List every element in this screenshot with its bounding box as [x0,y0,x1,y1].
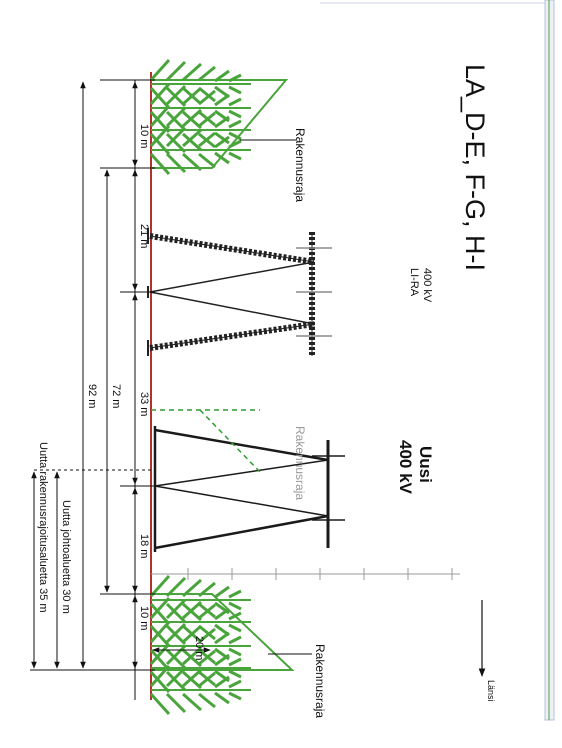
existing-line-name: LI-RA [408,268,420,297]
building-limit-label-bottom: Rakennusraja [313,644,327,718]
forest-top [149,58,289,176]
total-92: 92 m [86,384,98,408]
segment-forest-right: 10 m [138,606,150,630]
new-tower [151,409,345,552]
diagram-title: LA_D-E, F-G, H-I [460,64,490,271]
segment-bottom-width: 20 m [193,636,205,660]
building-limit-line [151,568,460,580]
building-limit-label-middle: Rakennusraja [293,426,307,500]
total-72: 72 m [110,384,122,408]
segment-existing-span: 21 m [138,224,150,248]
segment-new-span: 18 m [138,534,150,558]
new-building-restriction-area: Uutta rakennusrajoitusaluetta 35 m [37,442,49,613]
segment-forest-left: 10 m [138,124,150,148]
dimension-new-areas [31,471,60,669]
new-line-voltage: 400 kV [396,440,415,495]
existing-tower [147,228,332,356]
segment-between-lines: 33 m [138,392,150,416]
forest-bottom [149,574,295,716]
new-line-area: Uutta johtoaluetta 30 m [60,500,72,614]
dimension-totals [80,81,110,669]
existing-line-voltage: 400 kV [421,268,433,303]
new-line-label: Uusi [416,446,435,483]
direction-label: Länsi [486,680,496,702]
building-limit-label-top: Rakennusraja [293,128,307,202]
